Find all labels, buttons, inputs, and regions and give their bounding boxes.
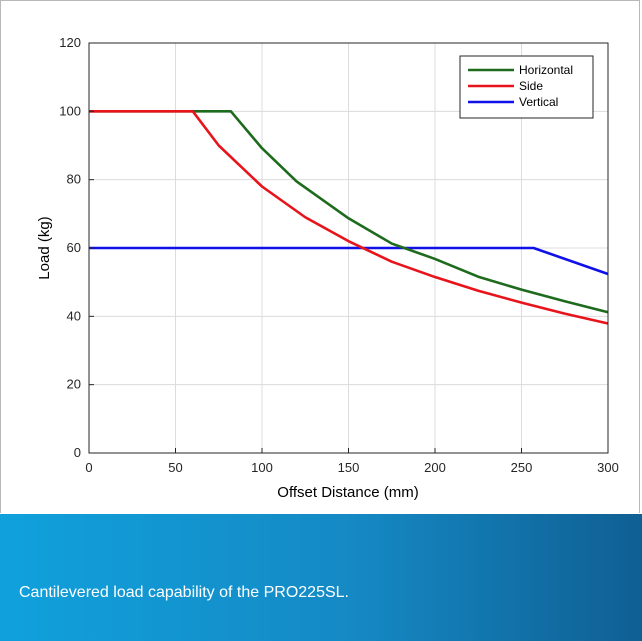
series-line-side (89, 110, 609, 325)
axis-ticks (88, 42, 609, 454)
x-tick-label: 100 (251, 460, 273, 475)
x-axis-title: Offset Distance (mm) (277, 484, 418, 501)
legend-label-vertical: Vertical (519, 95, 558, 109)
x-tick-label: 50 (168, 460, 182, 475)
legend-label-side: Side (519, 79, 543, 93)
y-tick-label: 80 (67, 172, 81, 187)
load-chart: 0 50 100 150 200 250 300 0 20 40 60 80 100 120 Offse… (36, 35, 619, 501)
y-tick-label: 40 (67, 308, 81, 323)
series-line-horizontal (89, 110, 609, 314)
legend-items: Horizontal Side Vertical (468, 63, 573, 109)
y-tick-label: 20 (67, 377, 81, 392)
x-tick-label: 200 (424, 460, 446, 475)
x-tick-label: 150 (338, 460, 360, 475)
x-tick-label: 300 (597, 460, 619, 475)
legend-label-horizontal: Horizontal (519, 63, 573, 77)
y-tick-label: 120 (59, 35, 81, 50)
x-tick-labels: 0 50 100 150 200 250 300 (85, 460, 618, 475)
y-tick-label: 60 (67, 240, 81, 255)
series-lines (89, 110, 609, 325)
figure-caption: Cantilevered load capability of the PRO2… (19, 584, 349, 601)
caption-banner: Cantilevered load capability of the PRO2… (0, 514, 642, 641)
legend: Horizontal Side Vertical (459, 55, 594, 119)
x-tick-label: 0 (85, 460, 92, 475)
x-tick-label: 250 (511, 460, 533, 475)
y-tick-label: 0 (74, 445, 81, 460)
y-tick-label: 100 (59, 103, 81, 118)
figure-panel: 0 50 100 150 200 250 300 0 20 40 60 80 100 120 Offse… (0, 0, 640, 513)
y-axis-title: Load (kg) (36, 216, 53, 279)
series-line-vertical (89, 246, 609, 276)
legend-box (459, 55, 594, 119)
y-tick-labels: 0 20 40 60 80 100 120 (59, 35, 81, 460)
